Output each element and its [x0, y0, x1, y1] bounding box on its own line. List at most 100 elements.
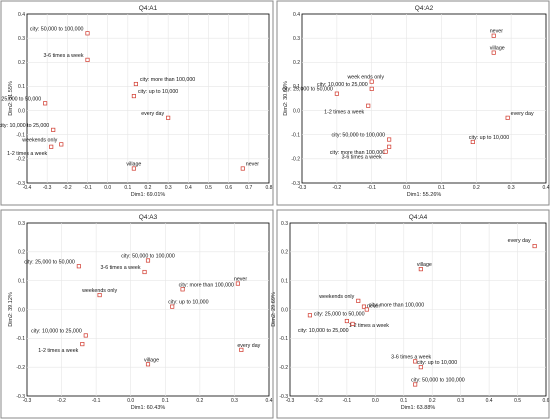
data-point-marker	[418, 267, 423, 272]
y-tick-label: 0.3	[18, 36, 25, 42]
data-point-label: city: more than 100,000	[140, 77, 195, 83]
data-point-marker	[350, 321, 355, 326]
data-point-label: never	[367, 304, 380, 310]
y-tick-label: 0.0	[18, 307, 25, 313]
x-tick-label: -0.3	[23, 398, 32, 404]
chart-title: Q4:A4	[409, 214, 428, 221]
y-axis-label: Dim2: 30.68%	[283, 81, 289, 116]
y-tick-label: 0.1	[281, 278, 288, 284]
chart-panel-1: -0.4 -0.3 -0.2 -0.1 0.0 0.1 0.2 0.3 0.4 0.5 0.6 0.7…	[0, 0, 274, 206]
y-axis-label: Dim2: 39.12%	[8, 292, 14, 327]
data-point-label: every day	[511, 111, 534, 117]
data-point-label: never	[234, 277, 247, 283]
data-point-marker	[239, 347, 244, 352]
x-tick-label: 0.2	[473, 185, 480, 191]
x-axis-label: Dim1: 63.88%	[401, 405, 436, 411]
data-point-marker	[235, 281, 240, 286]
data-point-marker	[356, 298, 361, 303]
data-point-label: city: up to 10,000	[469, 135, 509, 141]
x-tick-label: 0.8	[266, 185, 273, 191]
x-tick-label: -0.2	[57, 398, 66, 404]
x-axis-label: Dim1: 69.01%	[131, 192, 166, 198]
data-point-marker	[387, 144, 392, 149]
plot-area	[301, 13, 547, 184]
x-tick-label: -0.3	[286, 398, 295, 404]
y-tick-label: -0.1	[279, 336, 288, 342]
data-point-label: weekends only	[319, 294, 354, 300]
data-point-marker	[170, 304, 175, 309]
chart-title: Q4:A3	[139, 214, 158, 221]
x-tick-label: -0.2	[63, 185, 72, 191]
data-point-label: city: 50,000 to 100,000	[30, 26, 84, 32]
y-tick-label: 0.0	[293, 108, 300, 114]
data-point-label: city: 10,000 to 25,000	[0, 123, 49, 129]
data-point-label: village	[126, 162, 141, 168]
data-point-marker	[491, 50, 496, 55]
data-point-marker	[145, 362, 151, 367]
x-tick-label: 0.5	[205, 185, 212, 191]
data-point-label: never	[490, 29, 503, 35]
data-point-marker	[133, 81, 138, 87]
data-point-label: city: 25,000 to 50,000	[0, 96, 41, 102]
y-tick-label: -0.1	[16, 336, 25, 342]
x-tick-label: 0.0	[127, 398, 134, 404]
data-point-label: city: 50,000 to 100,000	[411, 377, 465, 383]
data-point-label: city: up to 10,000	[168, 300, 208, 306]
data-point-marker	[387, 137, 392, 142]
data-point-marker	[369, 86, 374, 91]
data-point-label: never	[246, 162, 259, 168]
x-axis-label: Dim1: 55.26%	[407, 192, 442, 198]
y-tick-label: -0.2	[16, 365, 25, 371]
x-tick-label: -0.3	[43, 185, 52, 191]
x-tick-label: 0.1	[400, 398, 407, 404]
data-point-label: village	[144, 357, 159, 363]
y-tick-label: -0.3	[291, 181, 300, 187]
data-point-label: city: up to 10,000	[138, 89, 178, 95]
x-tick-label: 0.6	[225, 185, 232, 191]
y-tick-label: 0.2	[281, 250, 288, 256]
data-point-marker	[366, 103, 371, 108]
y-tick-label: 0.0	[281, 307, 288, 313]
x-tick-label: 0.5	[514, 398, 521, 404]
data-point-marker	[344, 318, 349, 324]
y-axis-label: Dim2: 29.69%	[271, 292, 277, 327]
data-point-label: every day	[141, 111, 164, 117]
y-tick-label: -0.2	[16, 157, 25, 163]
x-tick-label: 0.4	[543, 185, 550, 191]
data-point-label: city: 50,000 to 100,000	[121, 253, 175, 259]
x-tick-label: 0.2	[196, 398, 203, 404]
data-point-label: city: 25,000 to 50,000	[24, 259, 75, 265]
data-point-marker	[145, 258, 151, 263]
x-tick-label: 0.0	[403, 185, 410, 191]
x-tick-label: -0.1	[343, 398, 352, 404]
data-point-label: city: 10,000 to 25,000	[317, 82, 368, 88]
x-tick-label: 0.4	[486, 398, 493, 404]
data-point-marker	[131, 166, 136, 171]
y-tick-label: 0.2	[18, 250, 25, 256]
data-point-marker	[131, 94, 136, 99]
x-tick-label: 0.1	[124, 185, 131, 191]
data-point-marker	[85, 57, 90, 62]
data-point-marker	[334, 91, 339, 96]
data-point-marker	[307, 313, 312, 318]
data-point-label: city: 10,000 to 25,000	[31, 328, 82, 334]
x-tick-label: -0.2	[314, 398, 323, 404]
y-tick-label: -0.3	[16, 394, 25, 400]
data-point-marker	[369, 79, 374, 84]
x-tick-label: 0.0	[104, 185, 111, 191]
data-point-marker	[491, 33, 496, 38]
data-point-marker	[413, 382, 418, 387]
x-tick-label: 0.3	[231, 398, 238, 404]
data-point-label: every day	[508, 238, 531, 244]
y-tick-label: -0.2	[279, 365, 288, 371]
chart-panel-4: -0.3 -0.2 -0.1 0.0 0.1 0.2 0.3 0.4 0.5 0.6 -0.3 -0.…	[271, 209, 550, 419]
data-point-marker	[83, 333, 88, 338]
y-tick-label: 0.2	[18, 60, 25, 66]
data-point-marker	[80, 342, 85, 347]
x-tick-label: -0.2	[333, 185, 342, 191]
data-point-marker	[240, 166, 245, 171]
data-point-label: 3-6 times a week	[342, 155, 382, 161]
y-tick-label: -0.1	[291, 133, 300, 139]
data-point-marker	[59, 142, 64, 147]
data-point-marker	[76, 264, 81, 269]
